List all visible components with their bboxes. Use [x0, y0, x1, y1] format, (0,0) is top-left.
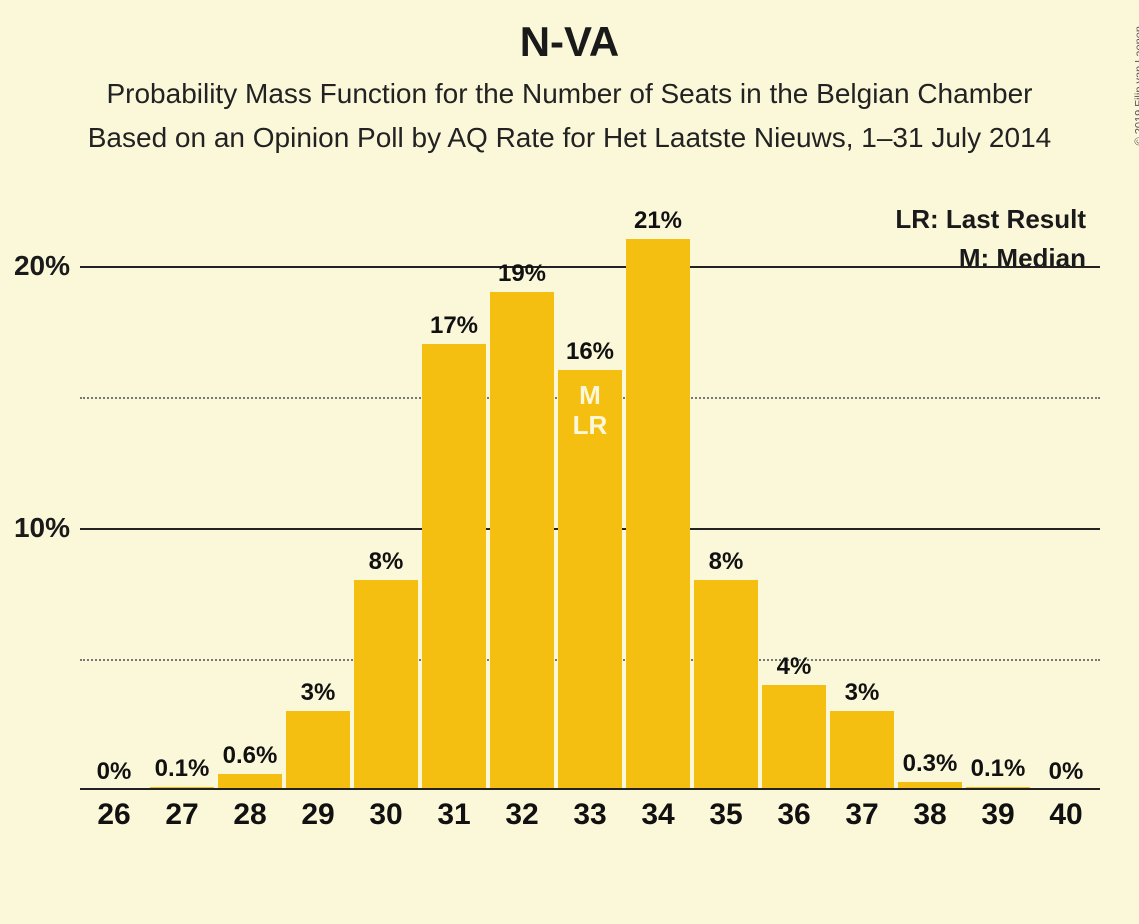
bar-column: 8% — [352, 200, 420, 790]
bar-column: 0% — [80, 200, 148, 790]
bar — [490, 292, 554, 790]
x-tick-label: 29 — [284, 798, 352, 832]
bar-value-label: 0.1% — [971, 755, 1026, 783]
bar-value-label: 4% — [777, 653, 812, 681]
bar-column: 21% — [624, 200, 692, 790]
x-tick-label: 36 — [760, 798, 828, 832]
bar-value-label: 19% — [498, 260, 546, 288]
x-axis: 262728293031323334353637383940 — [80, 798, 1100, 832]
x-tick-label: 26 — [80, 798, 148, 832]
bar-value-label: 3% — [845, 679, 880, 707]
bar-value-label: 0.3% — [903, 750, 958, 778]
bar-value-label: 0% — [97, 758, 132, 786]
chart-title: N-VA — [0, 0, 1139, 66]
x-axis-baseline — [80, 788, 1100, 790]
x-tick-label: 37 — [828, 798, 896, 832]
bar — [762, 685, 826, 790]
bar-value-label: 3% — [301, 679, 336, 707]
bar — [422, 344, 486, 790]
bar-column: 0.1% — [964, 200, 1032, 790]
bar-column: 0.1% — [148, 200, 216, 790]
bar-value-label: 0% — [1049, 758, 1084, 786]
bar-value-label: 21% — [634, 207, 682, 235]
bar — [830, 711, 894, 790]
bar-column: 3% — [828, 200, 896, 790]
x-tick-label: 30 — [352, 798, 420, 832]
chart-subtitle-1: Probability Mass Function for the Number… — [0, 66, 1139, 110]
bar-value-label: 17% — [430, 312, 478, 340]
bar-column: 4% — [760, 200, 828, 790]
bar-column: 17% — [420, 200, 488, 790]
bar-column: 16% MLR — [556, 200, 624, 790]
bar-column: 19% — [488, 200, 556, 790]
bar-column: 0.6% — [216, 200, 284, 790]
bar-value-label: 8% — [369, 548, 404, 576]
x-tick-label: 39 — [964, 798, 1032, 832]
bar-value-label: 8% — [709, 548, 744, 576]
x-tick-label: 35 — [692, 798, 760, 832]
bar-column: 8% — [692, 200, 760, 790]
bar — [626, 239, 690, 790]
bar-value-label: 16% — [566, 338, 614, 366]
bar-value-label: 0.6% — [223, 742, 278, 770]
x-tick-label: 28 — [216, 798, 284, 832]
copyright-text: © 2019 Filip van Laenen — [1133, 26, 1139, 145]
x-tick-label: 38 — [896, 798, 964, 832]
bar — [286, 711, 350, 790]
y-tick-label: 10% — [14, 512, 70, 544]
x-tick-label: 32 — [488, 798, 556, 832]
x-tick-label: 34 — [624, 798, 692, 832]
bars-container: 0% 0.1% 0.6% 3% 8% 17% 19% 16% MLR 21% 8% 4% 3% 0.3% 0… — [80, 200, 1100, 790]
bar-column: 3% — [284, 200, 352, 790]
x-tick-label: 31 — [420, 798, 488, 832]
x-tick-label: 33 — [556, 798, 624, 832]
chart-subtitle-2: Based on an Opinion Poll by AQ Rate for … — [0, 110, 1139, 154]
bar — [354, 580, 418, 790]
x-tick-label: 27 — [148, 798, 216, 832]
bar — [694, 580, 758, 790]
chart-area: LR: Last Result M: Median 10%20% 0%0.1%0… — [80, 200, 1100, 850]
bar-annotation: MLR — [556, 381, 624, 441]
bar-column: 0.3% — [896, 200, 964, 790]
bar-column: 0% — [1032, 200, 1100, 790]
plot-area: LR: Last Result M: Median 10%20% 0%0.1%0… — [80, 200, 1100, 790]
y-tick-label: 20% — [14, 250, 70, 282]
bar-value-label: 0.1% — [155, 755, 210, 783]
x-tick-label: 40 — [1032, 798, 1100, 832]
